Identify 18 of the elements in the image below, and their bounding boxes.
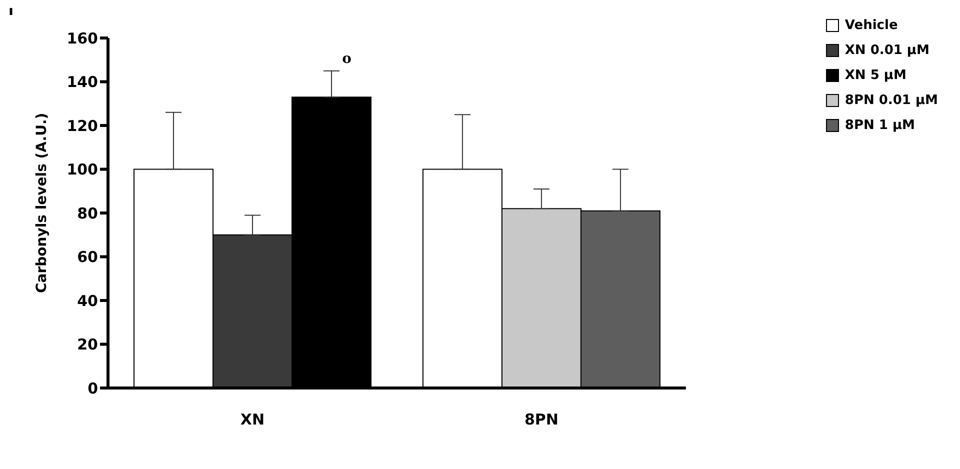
y-tick-label: 60 <box>77 248 98 266</box>
legend-label: XN 5 µM <box>844 68 906 83</box>
y-tick-label: 0 <box>88 379 98 398</box>
y-tick-label: 160 <box>66 29 98 48</box>
y-tick-label: 20 <box>77 336 98 354</box>
y-tick-label: 40 <box>77 292 98 310</box>
legend-label: 8PN 0.01 µM <box>844 93 938 108</box>
y-axis-title: Carbonyls levels (A.U.) <box>34 112 50 293</box>
x-tick-label: 8PN <box>524 410 558 429</box>
y-tick-label: 100 <box>66 160 98 179</box>
annotation: o <box>342 50 352 67</box>
y-tick-label: 140 <box>66 73 98 92</box>
y-tick-label: 80 <box>77 204 98 222</box>
legend-label: Vehicle <box>844 18 898 33</box>
y-tick-label: 120 <box>66 116 98 135</box>
x-tick-label: XN <box>240 410 265 429</box>
legend-label: 8PN 1 µM <box>844 118 915 133</box>
legend-label: XN 0.01 µM <box>844 43 930 58</box>
